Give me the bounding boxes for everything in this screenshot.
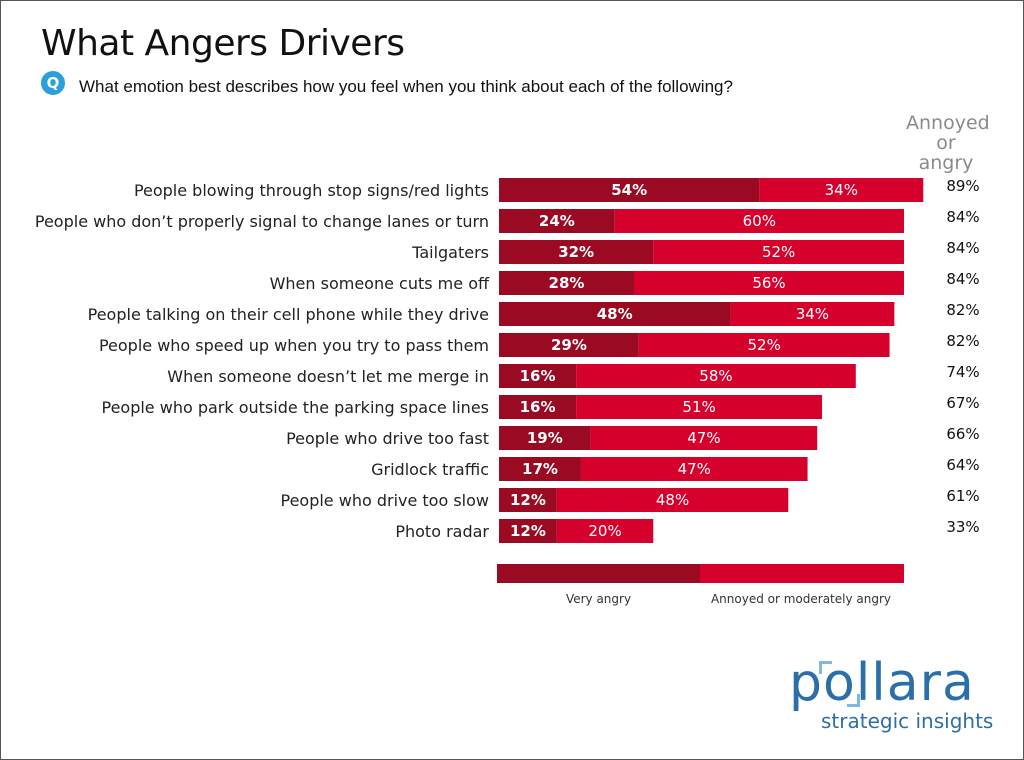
bar-annoyed (590, 426, 818, 450)
total-header-line-2: or angry (918, 132, 974, 174)
total-value: 84% (946, 270, 979, 288)
survey-question: What emotion best describes how you feel… (79, 77, 733, 96)
bar-annoyed (576, 395, 823, 419)
data-label-annoyed: 34% (825, 181, 858, 199)
data-label-annoyed: 58% (699, 367, 732, 385)
category-label: People who drive too fast (286, 429, 489, 448)
bar-annoyed (634, 271, 904, 295)
data-label-very-angry: 32% (558, 243, 594, 261)
data-label-annoyed: 34% (796, 305, 829, 323)
total-value: 66% (946, 425, 979, 443)
stacked-bar-chart: People blowing through stop signs/red li… (35, 177, 980, 583)
bar-annoyed (614, 209, 904, 233)
legend-label-annoyed: Annoyed or moderately angry (710, 592, 892, 606)
data-label-very-angry: 29% (551, 336, 587, 354)
data-label-very-angry: 48% (597, 305, 633, 323)
category-label: Tailgaters (411, 243, 489, 262)
bar-very-angry (499, 426, 591, 450)
category-label: When someone doesn’t let me merge in (167, 367, 489, 386)
pollara-logo: pollara (789, 653, 975, 713)
bar-very-angry (499, 209, 615, 233)
total-value: 64% (946, 456, 979, 474)
logo-text-o: o (819, 653, 860, 713)
logo-tagline: strategic insights (821, 709, 994, 733)
total-value: 89% (946, 177, 979, 195)
bar-annoyed (653, 240, 904, 264)
bar-very-angry (499, 488, 557, 512)
chart-title: What Angers Drivers (41, 23, 405, 64)
data-label-very-angry: 12% (510, 522, 546, 540)
bar-very-angry (499, 240, 654, 264)
bar-very-angry (499, 271, 634, 295)
data-label-annoyed: 20% (588, 522, 621, 540)
data-label-very-angry: 24% (539, 212, 575, 230)
data-label-annoyed: 60% (743, 212, 776, 230)
legend-swatch-very-angry (497, 564, 700, 583)
legend-swatch-annoyed (700, 564, 904, 583)
total-value: 82% (946, 301, 979, 319)
data-label-annoyed: 48% (656, 491, 689, 509)
legend-label-very-angry: Very angry (565, 592, 632, 606)
data-label-annoyed: 52% (762, 243, 795, 261)
bar-very-angry (499, 457, 581, 481)
bar-annoyed (576, 364, 856, 388)
category-label: People who drive too slow (280, 491, 489, 510)
total-value: 84% (946, 239, 979, 257)
bar-annoyed (730, 302, 895, 326)
total-value: 67% (946, 394, 979, 412)
data-label-annoyed: 47% (687, 429, 720, 447)
bar-very-angry (499, 178, 760, 202)
data-label-very-angry: 16% (520, 398, 556, 416)
category-label: When someone cuts me off (270, 274, 490, 293)
category-label: People talking on their cell phone while… (88, 305, 489, 324)
bar-annoyed (638, 333, 890, 357)
total-column-header: Annoyed or angry (906, 112, 990, 174)
bar-very-angry (499, 519, 557, 543)
bar-very-angry (499, 395, 577, 419)
bar-annoyed (580, 457, 808, 481)
logo-text-llara: llara (855, 653, 975, 713)
data-label-very-angry: 54% (611, 181, 647, 199)
bar-very-angry (499, 364, 577, 388)
total-value: 61% (946, 487, 979, 505)
data-label-annoyed: 51% (682, 398, 715, 416)
bar-annoyed (759, 178, 924, 202)
total-value: 74% (946, 363, 979, 381)
data-label-annoyed: 56% (752, 274, 785, 292)
logo-text-p: p (789, 653, 824, 713)
category-label: People who speed up when you try to pass… (99, 336, 489, 355)
category-label: People who park outside the parking spac… (101, 398, 489, 417)
bar-very-angry (499, 302, 731, 326)
data-label-very-angry: 16% (520, 367, 556, 385)
data-label-annoyed: 52% (748, 336, 781, 354)
total-value: 82% (946, 332, 979, 350)
category-label: People blowing through stop signs/red li… (134, 181, 489, 200)
data-label-very-angry: 12% (510, 491, 546, 509)
category-label: Photo radar (395, 522, 489, 541)
category-label: Gridlock traffic (371, 460, 489, 479)
data-label-annoyed: 47% (678, 460, 711, 478)
bar-very-angry (499, 333, 639, 357)
bar-annoyed (556, 488, 789, 512)
total-value: 33% (946, 518, 979, 536)
category-label: People who don’t properly signal to chan… (35, 212, 489, 231)
data-label-very-angry: 19% (527, 429, 563, 447)
total-header-line-1: Annoyed (906, 112, 990, 134)
question-icon: Q (41, 71, 65, 95)
bar-annoyed (556, 519, 654, 543)
data-label-very-angry: 28% (549, 274, 585, 292)
data-label-very-angry: 17% (522, 460, 558, 478)
total-value: 84% (946, 208, 979, 226)
